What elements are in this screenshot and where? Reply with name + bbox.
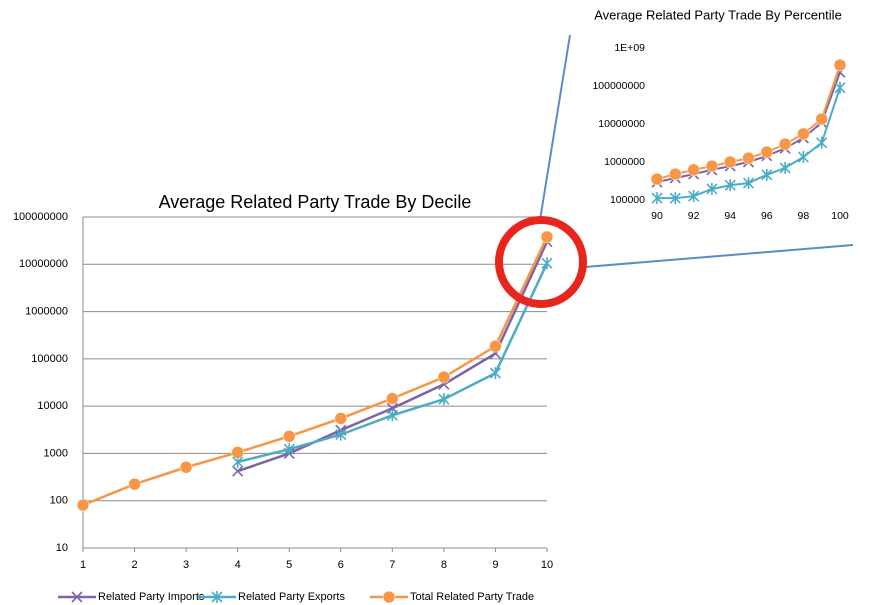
marker	[797, 127, 810, 141]
marker	[779, 161, 791, 174]
y-tick-label: 1E+09	[614, 42, 645, 54]
marker	[669, 167, 682, 181]
x-tick-label: 3	[183, 559, 189, 571]
x-tick-label: 100	[831, 210, 849, 222]
y-tick-label: 100000	[610, 194, 645, 206]
marker	[815, 112, 828, 126]
zoom-line	[584, 244, 854, 268]
marker	[723, 155, 737, 169]
marker	[335, 428, 347, 441]
legend-label: Total Related Party Trade	[410, 591, 534, 603]
marker	[687, 163, 700, 177]
marker	[669, 192, 681, 205]
y-tick-label: 1000000	[25, 305, 68, 317]
marker	[489, 367, 502, 380]
x-tick-label: 90	[651, 210, 663, 222]
marker	[282, 430, 296, 443]
y-tick-label: 100000000	[13, 211, 68, 223]
marker	[724, 179, 736, 192]
y-tick-label: 1000000	[604, 156, 645, 168]
marker	[651, 192, 663, 205]
x-tick-label: 10	[541, 559, 553, 571]
x-tick-label: 1	[80, 559, 86, 571]
x-tick-label: 2	[131, 559, 137, 571]
marker	[834, 81, 846, 94]
y-tick-label: 10000000	[19, 258, 68, 270]
y-tick-label: 10	[56, 542, 68, 554]
marker	[382, 590, 396, 604]
marker	[437, 370, 451, 384]
marker	[232, 465, 244, 477]
legend-label: Related Party Exports	[238, 591, 345, 603]
marker	[231, 446, 244, 459]
marker	[742, 177, 755, 190]
marker	[76, 498, 90, 512]
marker	[797, 151, 809, 164]
y-tick-label: 100000	[31, 353, 68, 365]
marker	[650, 172, 664, 186]
marker	[211, 591, 223, 603]
x-tick-label: 4	[235, 559, 241, 571]
x-tick-label: 9	[492, 559, 498, 571]
marker	[438, 393, 450, 406]
marker	[816, 136, 828, 149]
marker	[128, 477, 141, 491]
y-tick-label: 10000	[37, 400, 68, 412]
marker	[283, 443, 295, 456]
marker	[334, 412, 348, 425]
x-tick-label: 8	[441, 559, 447, 571]
highlight-circle	[495, 216, 587, 308]
legend-label: Related Party Imports	[98, 591, 205, 603]
marker	[179, 461, 193, 474]
zoom-line	[539, 34, 571, 221]
y-tick-label: 1000	[44, 447, 68, 459]
marker	[706, 182, 718, 195]
marker	[833, 58, 847, 72]
x-tick-label: 96	[761, 210, 773, 222]
marker	[760, 145, 774, 159]
plot-layer: 10 100 1000 10000 100000 1000000 10000000 10000…	[13, 42, 849, 604]
x-tick-label: 98	[798, 210, 810, 222]
marker	[541, 257, 553, 270]
series-line	[82, 236, 549, 507]
x-tick-label: 6	[338, 559, 344, 571]
x-tick-label: 7	[389, 559, 395, 571]
series-line	[237, 262, 549, 464]
marker	[705, 159, 719, 173]
marker	[489, 339, 502, 353]
y-tick-label: 10000000	[598, 118, 645, 130]
marker	[688, 190, 700, 203]
marker	[386, 409, 398, 422]
marker	[386, 392, 399, 405]
x-tick-label: 92	[688, 210, 700, 222]
chart-title: Average Related Party Trade By Decile	[159, 192, 472, 212]
marker	[761, 168, 773, 181]
x-tick-label: 94	[724, 210, 736, 222]
inset-title: Average Related Party Trade By Percentil…	[594, 7, 842, 22]
x-tick-label: 5	[286, 559, 292, 571]
y-tick-label: 100	[50, 495, 68, 507]
marker	[742, 151, 755, 165]
y-tick-label: 100000000	[592, 80, 645, 92]
marker	[778, 137, 792, 151]
marker	[540, 230, 554, 244]
marker	[71, 591, 83, 603]
